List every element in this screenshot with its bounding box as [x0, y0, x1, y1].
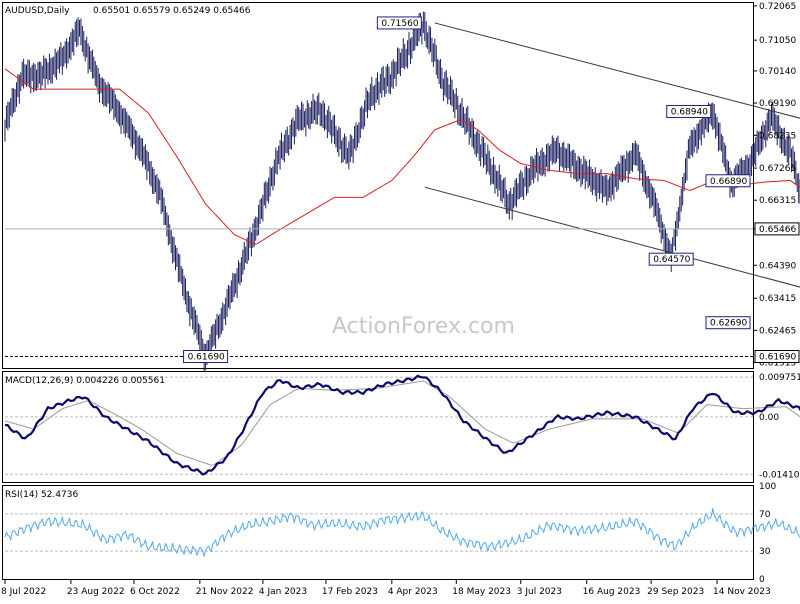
price-axis-label: 0.63415 [759, 294, 796, 304]
date-axis-label: 4 Jan 2023 [259, 587, 307, 597]
date-axis-label: 14 Nov 2023 [713, 587, 771, 597]
date-axis-label: 18 May 2023 [452, 587, 511, 597]
price-label: 0.64570 [648, 252, 694, 266]
price-label: 0.68940 [666, 104, 712, 118]
price-label-box [705, 174, 751, 188]
price-axis-label: 0.71050 [759, 36, 796, 46]
macd-line [4, 374, 800, 476]
date-axis-label: 23 Aug 2022 [67, 587, 125, 597]
macd-title: MACD(12,26,9) 0.004226 0.005561 [5, 376, 165, 386]
price-label-box [666, 104, 712, 118]
price-label-text: 0.64570 [653, 255, 690, 265]
price-label-box [183, 350, 229, 364]
rsi-axis-label: 100 [759, 482, 776, 492]
price-axis-label: 0.61515 [759, 358, 796, 368]
date-axis-label: 16 Aug 2023 [583, 587, 641, 597]
price-axis-label: 0.70140 [759, 67, 796, 77]
price-label-box [648, 252, 694, 266]
rsi-pane-frame [2, 485, 754, 580]
price-label: 0.71560 [376, 16, 422, 30]
channel-lower-line [424, 186, 800, 288]
price-axis-label: 0.69190 [759, 99, 796, 109]
price-layer: 0.71560 0.68940 0.66890 0.64570 0.62690 0.616… [4, 11, 800, 372]
support-price-box [754, 350, 800, 364]
date-axis-label: 6 Oct 2022 [130, 587, 180, 597]
macd-axis-label: -0.014107 [759, 470, 800, 480]
current-price-box [754, 222, 800, 236]
date-axis-label: 21 Nov 2022 [196, 587, 254, 597]
price-axis-label: 0.65466 [759, 225, 796, 235]
price-pane-frame [2, 2, 754, 369]
price-label-text: 0.71560 [381, 19, 418, 29]
price-axis-label: 0.72065 [759, 2, 796, 12]
price-label: 0.62690 [705, 316, 751, 330]
channel-upper-line [434, 22, 800, 119]
date-axis-label: 17 Feb 2023 [322, 587, 378, 597]
rsi-axis-label: 0 [759, 575, 765, 585]
price-bars [4, 11, 800, 372]
date-axis-label: 3 Jul 2023 [517, 587, 562, 597]
macd-axis-label: 0.00 [759, 413, 779, 423]
moving-average-line [4, 68, 800, 245]
price-axis-label: 0.62465 [759, 326, 796, 336]
support-price-label: 0.61690 [759, 353, 796, 363]
price-label: 0.61690 [183, 350, 229, 364]
price-axis-label: 0.68235 [759, 131, 796, 141]
price-label-box [376, 16, 422, 30]
chart-symbol: AUDUSD,Daily [5, 6, 70, 16]
rsi-title: RSI(14) 52.4736 [5, 490, 78, 500]
chart-ohlc: 0.65501 0.65579 0.65249 0.65466 [93, 6, 251, 16]
date-axis-label: 4 Apr 2023 [388, 587, 438, 597]
price-label-text: 0.68940 [671, 107, 708, 117]
date-axis-label: 8 Jul 2022 [1, 587, 46, 597]
rsi-axis-label: 30 [759, 547, 771, 557]
macd-layer [4, 374, 800, 476]
price-axis-label: 0.66315 [759, 196, 796, 206]
price-label: 0.66890 [705, 174, 751, 188]
price-label-text: 0.62690 [710, 319, 747, 329]
rsi-axis-label: 70 [759, 510, 771, 520]
price-label-box [705, 316, 751, 330]
date-axis-label: 29 Sep 2023 [647, 587, 704, 597]
watermark: ActionForex.com [332, 314, 515, 339]
price-axis-label: 0.64390 [759, 261, 796, 271]
rsi-line [4, 507, 800, 558]
price-axis-label: 0.67265 [759, 164, 796, 174]
rsi-layer [4, 507, 800, 558]
price-label-text: 0.61690 [188, 353, 225, 363]
macd-pane-frame [2, 371, 754, 483]
price-label-text: 0.66890 [710, 177, 747, 187]
macd-axis-label: 0.009751 [759, 373, 800, 383]
macd-signal-line [4, 380, 800, 466]
